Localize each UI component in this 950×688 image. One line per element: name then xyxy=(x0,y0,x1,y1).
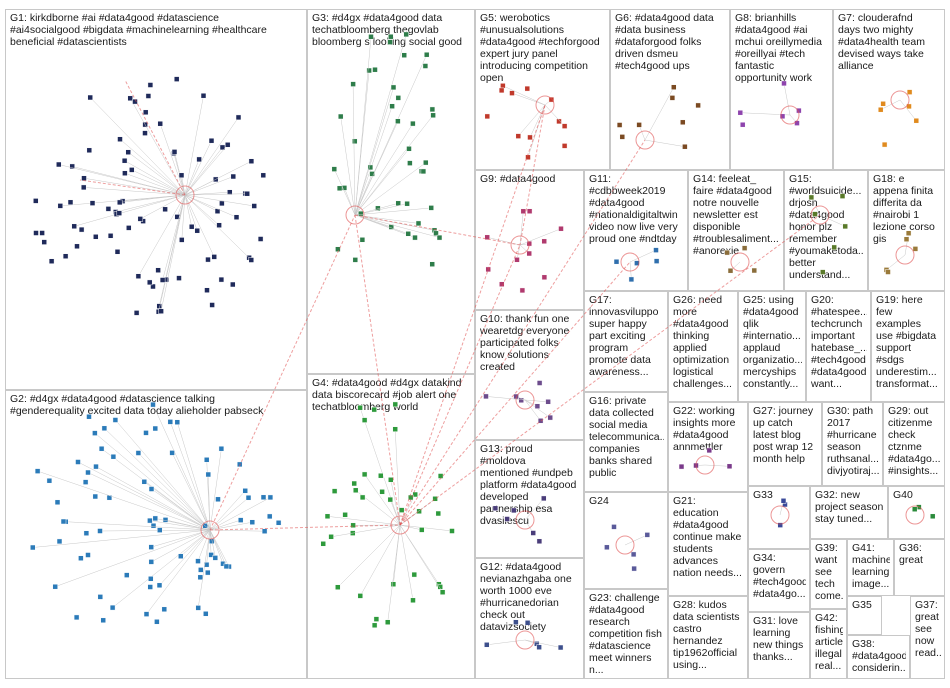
group-panel-g22: G22: working insights more #data4good an… xyxy=(668,402,748,492)
group-panel-g10: G10: thank fun one wearetdg everyone par… xyxy=(475,310,584,440)
group-panel-g14: G14: feeleat_ faire #data4good notre nou… xyxy=(688,170,784,291)
group-panel-g7: G7: clouderafnd days two mighty #data4he… xyxy=(833,9,945,170)
group-panel-g36: G36: great xyxy=(894,539,945,596)
group-panel-g29: G29: out citizenme check ctznme #data4go… xyxy=(883,402,945,486)
group-label-g32: G32: new project season stay tuned... xyxy=(815,489,884,525)
group-panel-g42: G42: fishing article illegal real... xyxy=(810,609,847,679)
group-panel-g5: G5: werobotics #unusualsolutions #data4g… xyxy=(475,9,610,170)
group-panel-g23: G23: challenge #data4good research compe… xyxy=(584,589,668,679)
group-panel-g20: G20: #hatespee... techcrunch important h… xyxy=(806,291,871,402)
group-label-g9: G9: #data4good xyxy=(480,173,556,185)
group-label-g31: G31: love learning new things thanks... xyxy=(753,615,804,663)
group-panel-g9: G9: #data4good xyxy=(475,170,584,310)
group-label-g40: G40 xyxy=(893,489,913,501)
group-panel-g25: G25: using #data4good qlik #internatio..… xyxy=(738,291,806,402)
group-panel-g38: G38: #data4goodout considerin... xyxy=(847,635,910,679)
group-label-g36: G36: great xyxy=(899,542,923,566)
group-label-g19: G19: here few examples use #bigdata supp… xyxy=(876,294,938,390)
group-label-g11: G11: #cdbbweek2019 #data4good #nationald… xyxy=(589,173,678,245)
group-label-g24: G24 xyxy=(589,495,609,507)
group-panel-g31: G31: love learning new things thanks... xyxy=(748,612,810,679)
group-panel-g11: G11: #cdbbweek2019 #data4good #nationald… xyxy=(584,170,688,291)
group-label-g39: G39: want see tech come... xyxy=(815,542,843,602)
group-label-g17: G17: innovasviluppo super happy part exc… xyxy=(589,294,659,378)
group-label-g8: G8: brianhills #data4good #ai mchui orei… xyxy=(735,12,822,84)
group-label-g14: G14: feeleat_ faire #data4good notre nou… xyxy=(693,173,779,257)
group-label-g28: G28: kudos data scientists castro hernan… xyxy=(673,599,740,671)
group-panel-g6: G6: #data4good data #data business #data… xyxy=(610,9,730,170)
group-label-g3: G3: #d4gx #data4good data techatbloomber… xyxy=(312,12,463,48)
group-panel-g26: G26: need more #data4good thinking appli… xyxy=(668,291,738,402)
group-label-g23: G23: challenge #data4good research compe… xyxy=(589,592,662,676)
group-panel-g3: G3: #d4gx #data4good data techatbloomber… xyxy=(307,9,475,374)
group-label-g20: G20: #hatespee... techcrunch important h… xyxy=(811,294,867,390)
group-panel-g1: G1: kirkdborne #ai #data4good #datascien… xyxy=(5,9,307,390)
group-panel-g13: G13: proud #moldova mentioned #undpeb pl… xyxy=(475,440,584,558)
group-label-g25: G25: using #data4good qlik #internatio..… xyxy=(743,294,802,390)
group-label-g27: G27: journey up catch latest blog post w… xyxy=(753,405,814,465)
group-panel-g24: G24 xyxy=(584,492,668,589)
group-panel-g4: G4: #data4good #d4gx datakind data bisco… xyxy=(307,374,475,679)
group-label-g22: G22: working insights more #data4good an… xyxy=(673,405,736,453)
group-panel-g37: G37: great see now read... xyxy=(910,596,945,679)
group-label-g26: G26: need more #data4good thinking appli… xyxy=(673,294,732,390)
group-label-g12: G12: #data4good nevianazhgaba one worth … xyxy=(480,561,572,633)
group-panel-g16: G16: private data collected social media… xyxy=(584,392,668,492)
group-label-g4: G4: #data4good #d4gx datakind data bisco… xyxy=(312,377,462,413)
group-panel-g28: G28: kudos data scientists castro hernan… xyxy=(668,596,748,679)
group-label-g1: G1: kirkdborne #ai #data4good #datascien… xyxy=(10,12,267,48)
group-label-g2: G2: #d4gx #data4good #datascience talkin… xyxy=(10,393,264,417)
group-label-g7: G7: clouderafnd days two mighty #data4he… xyxy=(838,12,925,72)
group-label-g35: G35 xyxy=(852,599,872,611)
group-panel-g33: G33 xyxy=(748,486,810,549)
group-panel-g15: G15: #worldsuicide... drjosh #data4good … xyxy=(784,170,868,291)
group-label-g10: G10: thank fun one wearetdg everyone par… xyxy=(480,313,570,373)
group-label-g42: G42: fishing article illegal real... xyxy=(815,612,843,672)
group-label-g34: G34: govern #tech4good #data4go... xyxy=(753,552,806,600)
group-panel-g2: G2: #d4gx #data4good #datascience talkin… xyxy=(5,390,307,679)
group-label-g6: G6: #data4good data #data business #data… xyxy=(615,12,714,72)
group-panel-g34: G34: govern #tech4good #data4go... xyxy=(748,549,810,612)
group-label-g18: G18: e appena finita differita da #nairo… xyxy=(873,173,935,245)
group-panel-g35: G35 xyxy=(847,596,882,635)
group-panel-g18: G18: e appena finita differita da #nairo… xyxy=(868,170,945,291)
group-label-g5: G5: werobotics #unusualsolutions #data4g… xyxy=(480,12,600,84)
group-panel-g32: G32: new project season stay tuned... xyxy=(810,486,888,539)
group-panel-g19: G19: here few examples use #bigdata supp… xyxy=(871,291,945,402)
group-label-g33: G33 xyxy=(753,489,773,501)
group-panel-g39: G39: want see tech come... xyxy=(810,539,847,609)
group-label-g13: G13: proud #moldova mentioned #undpeb pl… xyxy=(480,443,577,527)
group-panel-g41: G41: machine learning image... xyxy=(847,539,894,596)
group-label-g37: G37: great see now read... xyxy=(915,599,941,659)
group-label-g29: G29: out citizenme check ctznme #data4go… xyxy=(888,405,941,477)
group-label-g38: G38: #data4goodout considerin... xyxy=(852,638,906,674)
group-label-g15: G15: #worldsuicide... drjosh #data4good … xyxy=(789,173,864,281)
group-panel-g40: G40 xyxy=(888,486,945,539)
group-panel-g12: G12: #data4good nevianazhgaba one worth … xyxy=(475,558,584,679)
group-panel-g27: G27: journey up catch latest blog post w… xyxy=(748,402,822,486)
group-panel-g17: G17: innovasviluppo super happy part exc… xyxy=(584,291,668,392)
group-panel-g8: G8: brianhills #data4good #ai mchui orei… xyxy=(730,9,833,170)
group-label-g16: G16: private data collected social media… xyxy=(589,395,664,479)
group-panel-g21: G21: education #data4good continue make … xyxy=(668,492,748,596)
group-label-g30: G30: path 2017 #hurricane season ruthsan… xyxy=(827,405,879,477)
group-label-g41: G41: machine learning image... xyxy=(852,542,890,590)
group-label-g21: G21: education #data4good continue make … xyxy=(673,495,742,579)
group-panel-g30: G30: path 2017 #hurricane season ruthsan… xyxy=(822,402,883,486)
